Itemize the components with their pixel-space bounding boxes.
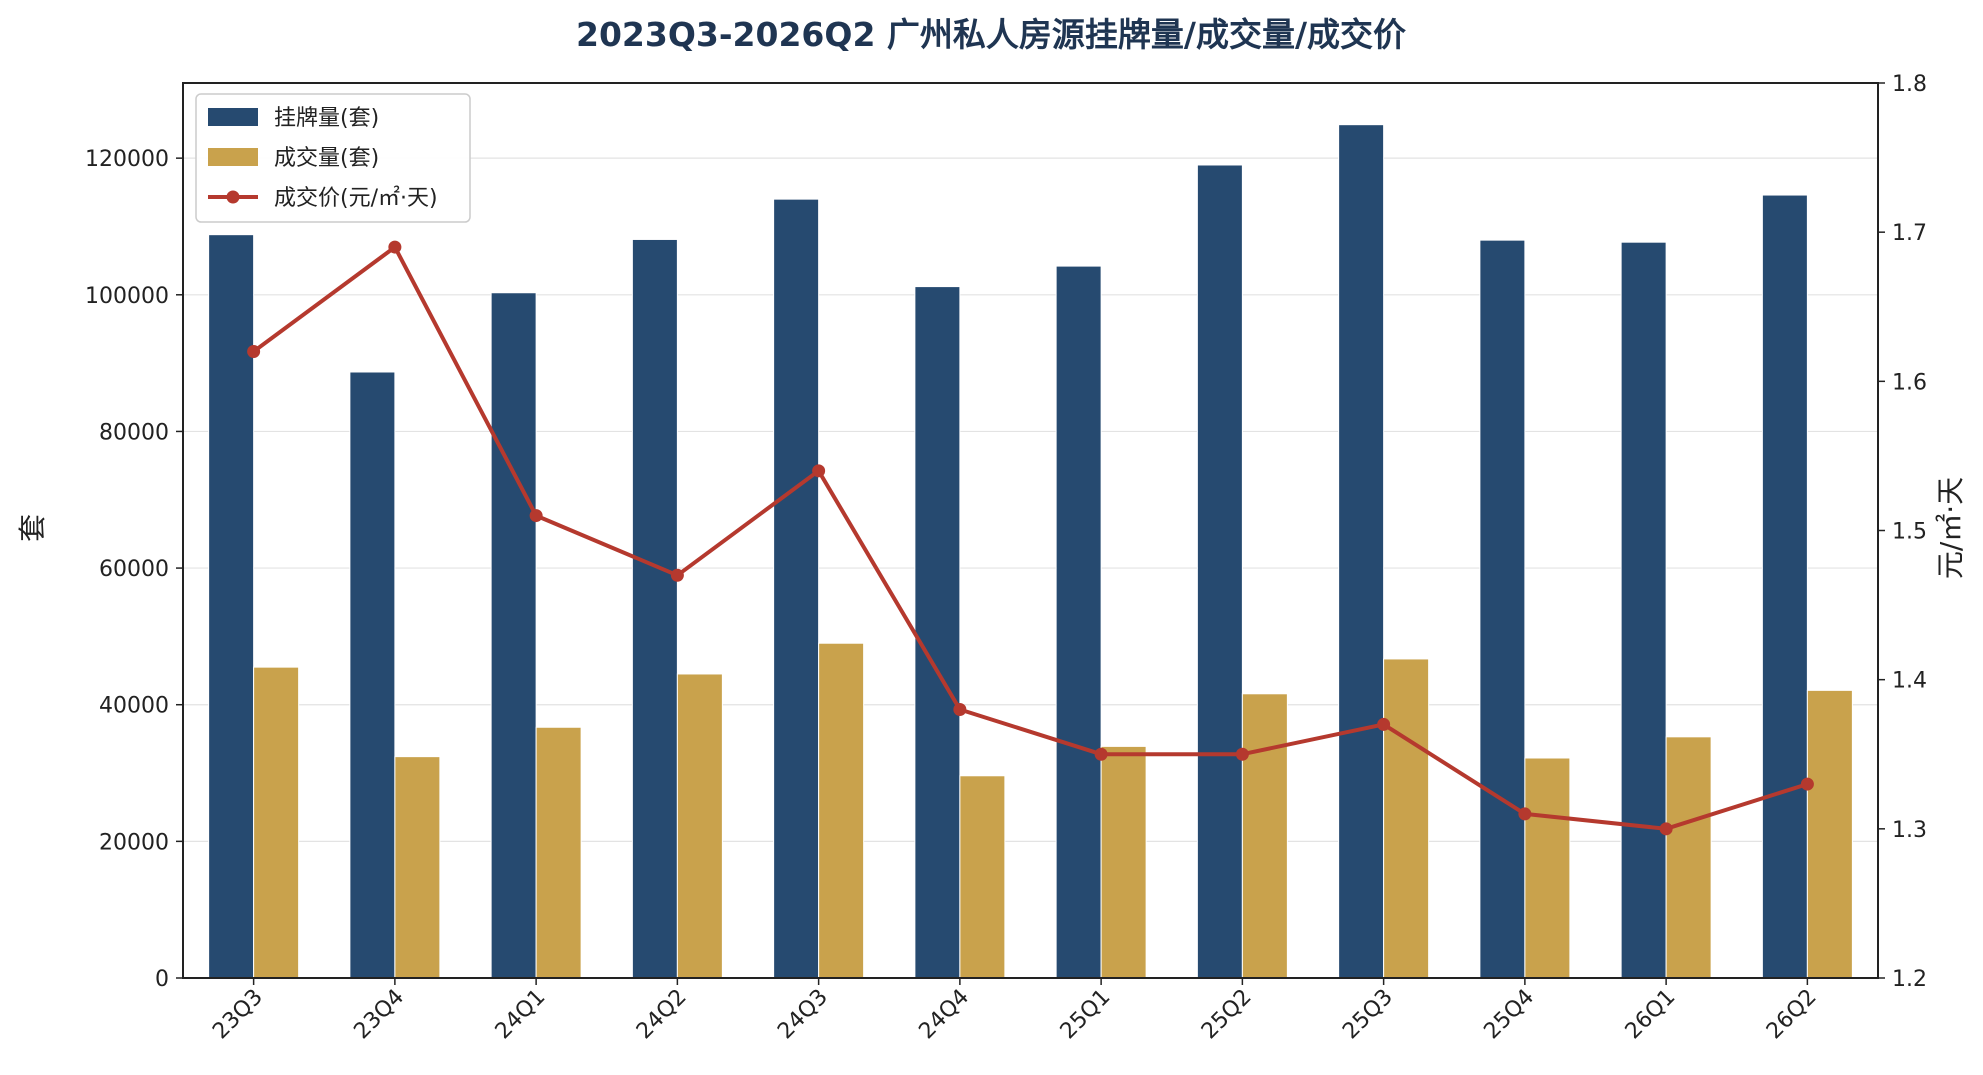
price-point (1518, 807, 1532, 821)
y-tick-label-right: 1.7 (1892, 221, 1927, 246)
price-point (812, 464, 826, 478)
x-tick-label: 24Q2 (632, 985, 692, 1045)
x-tick-label: 24Q4 (914, 985, 974, 1045)
x-tick-label: 26Q2 (1762, 985, 1822, 1045)
legend-swatch-transactions (208, 148, 258, 166)
price-point (1377, 717, 1391, 731)
y-tick-label-right: 1.2 (1892, 967, 1927, 992)
bar-transactions (1665, 736, 1712, 979)
x-tick-label: 24Q3 (773, 985, 833, 1045)
bar-listings (1338, 124, 1385, 979)
bar-listings (208, 234, 255, 979)
price-point (953, 703, 967, 716)
price-line (252, 245, 1809, 831)
bar-transactions (959, 775, 1006, 979)
legend-swatch-listings (208, 108, 258, 126)
x-tick-label: 24Q1 (491, 985, 551, 1045)
y-tick-label-left: 100000 (85, 284, 169, 309)
legend-box (195, 93, 471, 223)
bar-listings (914, 286, 961, 979)
chart-title: 2023Q3-2026Q2 广州私人房源挂牌量/成交量/成交价 (576, 15, 1406, 54)
x-tick-label: 25Q4 (1479, 985, 1539, 1045)
y-tick-label-left: 0 (155, 967, 169, 992)
price-point (1235, 747, 1249, 761)
y-tick-label-right: 1.8 (1892, 72, 1927, 97)
x-tick-label: 25Q2 (1197, 985, 1257, 1045)
legend-label: 成交价(元/㎡·天) (274, 185, 438, 211)
bar-transactions (1806, 689, 1853, 979)
y-tick-label-left: 60000 (99, 557, 169, 582)
bar-listings (631, 238, 678, 979)
x-tick-label: 25Q1 (1056, 985, 1116, 1045)
bar-transactions (253, 666, 300, 979)
price-point (388, 240, 402, 254)
price-point (529, 509, 543, 523)
bar-transactions (394, 756, 441, 979)
bar-transactions (1383, 658, 1430, 979)
bar-listings (773, 198, 820, 979)
y-tick-label-left: 120000 (85, 147, 169, 172)
bar-listings (490, 292, 537, 979)
bar-transactions (1241, 693, 1288, 979)
bar-transactions (676, 673, 723, 979)
x-tick-label: 25Q3 (1338, 985, 1398, 1045)
bar-transactions (1100, 745, 1147, 979)
y-tick-label-right: 1.3 (1892, 818, 1927, 843)
bar-listings (1620, 241, 1667, 979)
legend-label: 挂牌量(套) (274, 106, 379, 131)
legend-label: 成交量(套) (274, 146, 379, 171)
y-axis-title-left: 套 (16, 514, 49, 542)
price-point (1659, 822, 1673, 836)
price-point (670, 568, 684, 582)
bar-transactions (535, 726, 582, 979)
bar-listings (1761, 194, 1808, 979)
price-point (1094, 747, 1108, 761)
plot-frame (182, 82, 1879, 979)
bar-transactions (1524, 757, 1571, 979)
bar-listings (1196, 164, 1243, 979)
x-tick-label: 26Q1 (1621, 985, 1681, 1045)
x-tick-label: 23Q3 (208, 985, 268, 1045)
bar-listings (1055, 265, 1102, 979)
y-tick-label-right: 1.4 (1892, 669, 1927, 694)
y-tick-label-right: 1.5 (1892, 520, 1927, 545)
bar-listings (1479, 239, 1526, 979)
price-point (247, 345, 261, 358)
y-tick-label-left: 80000 (99, 420, 169, 445)
bar-transactions (818, 642, 865, 979)
x-tick-label: 23Q4 (349, 985, 409, 1045)
y-axis-title-right: 元/㎡·天 (1934, 477, 1967, 579)
bar-listings (349, 371, 396, 979)
legend-marker-price (226, 190, 240, 204)
price-point (1800, 777, 1814, 791)
y-tick-label-left: 20000 (99, 830, 169, 855)
y-tick-label-left: 40000 (99, 694, 169, 719)
y-tick-label-right: 1.6 (1892, 370, 1927, 395)
